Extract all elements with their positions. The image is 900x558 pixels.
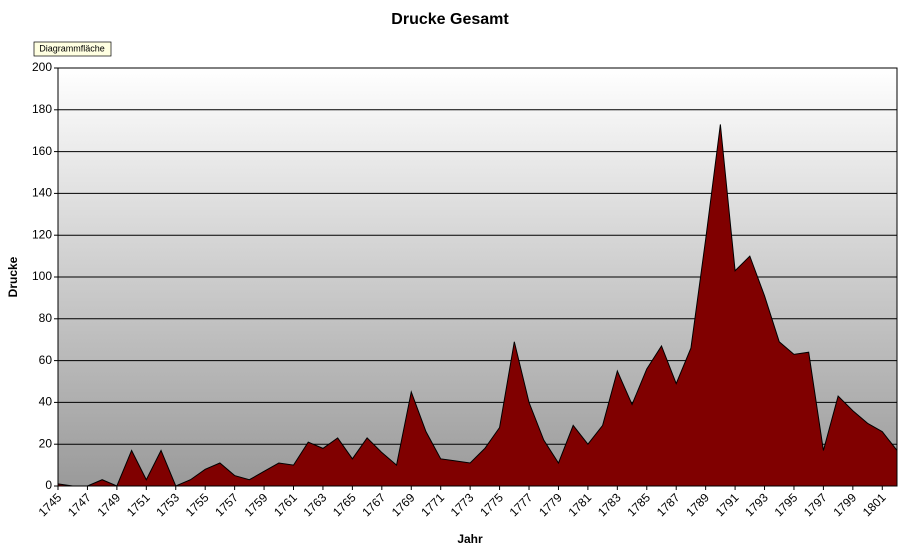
y-tick-label: 60 [39, 353, 53, 367]
x-tick-label: 1761 [271, 490, 300, 519]
x-axis-label: Jahr [457, 532, 483, 546]
x-tick-label: 1757 [212, 490, 241, 519]
x-tick-label: 1797 [801, 490, 830, 519]
area [57, 124, 898, 487]
y-tick-label: 80 [39, 311, 53, 325]
chart-title: Drucke Gesamt [391, 11, 509, 28]
x-tick-label: 1789 [683, 490, 712, 519]
x-tick-label: 1751 [124, 490, 153, 519]
x-tick-label: 1777 [507, 490, 536, 519]
x-tick-label: 1759 [242, 490, 271, 519]
y-tick-label: 180 [32, 102, 52, 116]
x-tick-label: 1769 [389, 490, 418, 519]
x-tick-label: 1801 [860, 490, 889, 519]
x-tick-label: 1787 [654, 490, 683, 519]
x-tick-label: 1799 [830, 490, 859, 519]
x-tick-label: 1779 [536, 490, 565, 519]
x-tick-label: 1791 [713, 490, 742, 519]
x-tick-label: 1773 [448, 490, 477, 519]
x-tick-label: 1749 [94, 490, 123, 519]
x-tick-label: 1763 [301, 490, 330, 519]
x-tick-label: 1753 [153, 490, 182, 519]
tooltip-box [33, 41, 112, 57]
x-tick-label: 1785 [624, 490, 653, 519]
x-tick-label: 1755 [183, 490, 212, 519]
tooltip: Diagrammfläche [39, 43, 105, 53]
y-tick-label: 200 [32, 60, 52, 74]
y-tick-label: 40 [39, 395, 53, 409]
x-tick-label: 1781 [565, 490, 594, 519]
x-tick-label: 1765 [330, 490, 359, 519]
x-tick-label: 1783 [595, 490, 624, 519]
x-tick-label: 1793 [742, 490, 771, 519]
x-tick-label: 1775 [477, 490, 506, 519]
y-axis-label: Drucke [6, 256, 20, 297]
y-tick-label: 20 [39, 436, 53, 450]
y-tick-label: 0 [45, 478, 52, 492]
x-tick-label: 1747 [65, 490, 94, 519]
y-tick-label: 160 [32, 144, 52, 158]
x-tick-label: 1745 [36, 490, 65, 519]
x-tick-label: 1767 [359, 490, 388, 519]
y-tick-label: 140 [32, 186, 52, 200]
x-tick-label: 1771 [418, 490, 447, 519]
y-tick-label: 100 [32, 269, 52, 283]
x-tick-label: 1795 [772, 490, 801, 519]
y-tick-label: 120 [32, 227, 52, 241]
